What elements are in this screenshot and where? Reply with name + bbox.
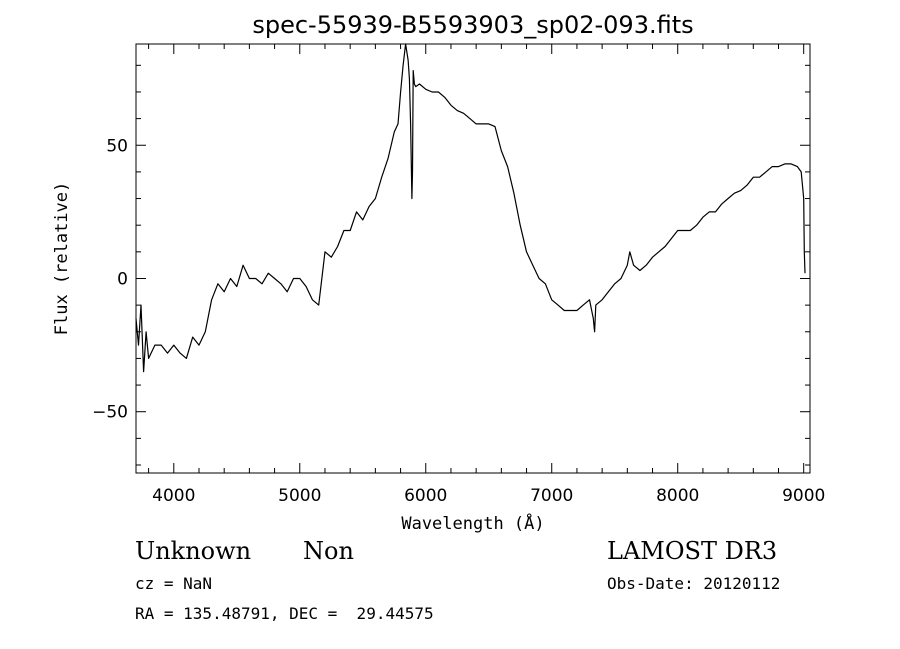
y-tick-label: −50 bbox=[92, 403, 128, 423]
x-tick-label: 7000 bbox=[530, 486, 573, 506]
redshift-label: cz = NaN bbox=[135, 574, 213, 593]
spectrum-line bbox=[135, 43, 806, 373]
plot-frame bbox=[135, 43, 811, 474]
x-axis-label: Wavelength (Å) bbox=[401, 512, 544, 534]
survey-label: LAMOST DR3 bbox=[607, 537, 778, 565]
x-tick-label: 6000 bbox=[404, 486, 447, 506]
chart-title: spec-55939-B5593903_sp02-093.fits bbox=[252, 11, 693, 39]
x-tick-label: 4000 bbox=[152, 486, 195, 506]
object-class: Unknown bbox=[135, 537, 252, 565]
x-tick-label: 8000 bbox=[656, 486, 699, 506]
y-tick-label: 50 bbox=[106, 136, 128, 156]
x-tick-label: 9000 bbox=[782, 486, 825, 506]
object-subclass: Non bbox=[303, 537, 354, 565]
obs-date-label: Obs-Date: 20120112 bbox=[607, 574, 781, 593]
x-tick-label: 5000 bbox=[278, 486, 321, 506]
y-tick-label: 0 bbox=[117, 269, 128, 289]
coordinates-label: RA = 135.48791, DEC = 29.44575 bbox=[135, 604, 434, 623]
y-axis-label: Flux (relative) bbox=[52, 182, 72, 336]
